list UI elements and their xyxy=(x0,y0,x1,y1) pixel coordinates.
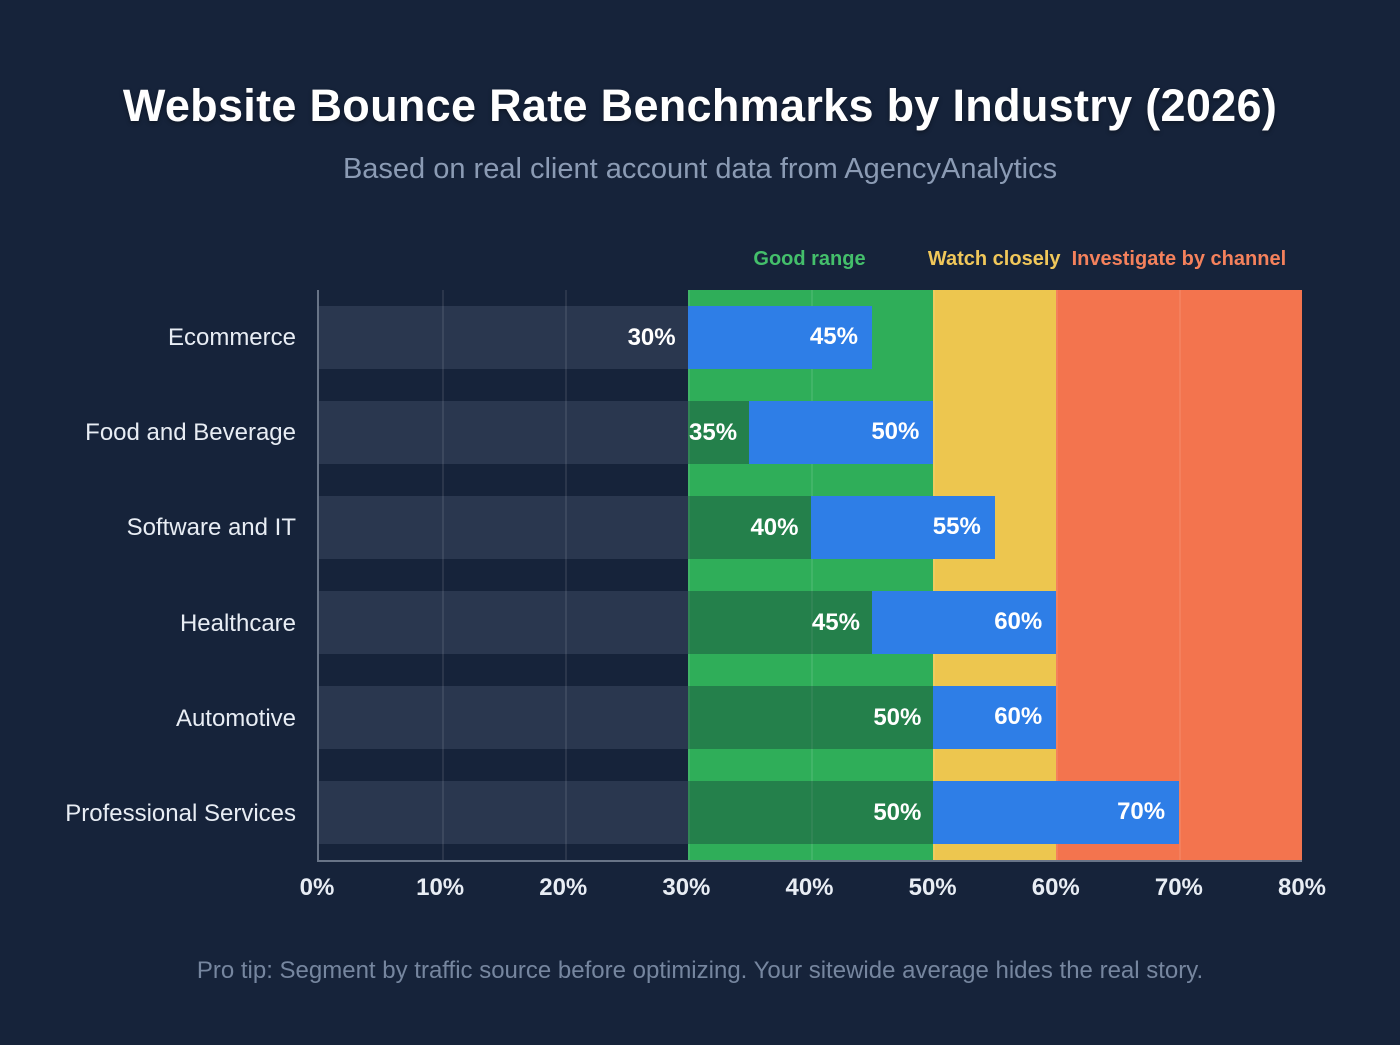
category-label: Automotive xyxy=(175,705,296,732)
plot-area: 45% 30% 50% 35% 55% 40% 60% 45% 60% 50% 70% 50% xyxy=(317,290,1302,862)
row-track-shade xyxy=(687,495,811,560)
x-tick-label: 30% xyxy=(662,874,711,901)
range-bar: 70% xyxy=(933,780,1180,845)
bar-min-label: 50% xyxy=(873,703,922,731)
gridline xyxy=(687,290,690,860)
x-tick-label: 70% xyxy=(1154,874,1203,901)
bar-max-label: 50% xyxy=(871,418,920,446)
gridline xyxy=(1179,290,1182,860)
range-bar: 50% xyxy=(749,400,934,465)
gridline xyxy=(933,290,936,860)
x-tick-label: 80% xyxy=(1277,874,1327,901)
x-tick-label: 0% xyxy=(299,874,335,901)
x-tick-label: 60% xyxy=(1031,874,1080,901)
row-track xyxy=(319,305,688,370)
category-label: Healthcare xyxy=(179,609,296,637)
category-labels: Ecommerce Food and Beverage Software and I… xyxy=(30,290,296,862)
bar-max-label: 70% xyxy=(1117,798,1166,826)
category-label: Software and IT xyxy=(126,514,296,542)
row-track-shade xyxy=(687,685,934,750)
x-tick-label: 20% xyxy=(539,874,588,901)
chart-title: Website Bounce Rate Benchmarks by Indust… xyxy=(122,80,1278,131)
category-label: Food and Beverage xyxy=(85,419,296,446)
pro-tip: Pro tip: Segment by traffic source befor… xyxy=(196,957,1204,984)
gridline xyxy=(441,290,444,860)
range-bar: 60% xyxy=(933,685,1057,750)
zone-label: Investigate by channel xyxy=(1071,248,1287,270)
row-track xyxy=(319,780,688,845)
range-bar: 60% xyxy=(871,590,1057,655)
bar-min-label: 45% xyxy=(811,608,860,636)
row-track-shade xyxy=(687,780,934,845)
zone-band xyxy=(1056,290,1302,860)
bar-min-label: 30% xyxy=(627,323,676,351)
chart-subtitle: Based on real client account data from A… xyxy=(342,153,1058,185)
gridline xyxy=(564,290,567,860)
x-tick-label: 50% xyxy=(908,874,957,901)
bar-min-label: 35% xyxy=(689,418,738,446)
row-track-shade xyxy=(687,590,872,655)
bar-max-label: 60% xyxy=(994,703,1043,731)
row-track xyxy=(319,590,688,655)
bar-max-label: 55% xyxy=(932,513,981,541)
zone-label: Watch closely xyxy=(927,248,1061,270)
x-axis-ticks: 0% 10% 20% 30% 40% 50% 60% 70% 80% xyxy=(300,874,1326,904)
bar-max-label: 60% xyxy=(994,608,1043,636)
row-track xyxy=(319,495,688,560)
range-bar: 55% xyxy=(810,495,995,560)
zone-band xyxy=(933,290,1057,860)
range-bar: 45% xyxy=(687,305,872,370)
bar-max-label: 45% xyxy=(809,323,858,351)
row-track xyxy=(319,685,688,750)
x-tick-label: 40% xyxy=(785,874,834,901)
gridline xyxy=(1056,290,1059,860)
category-label: Ecommerce xyxy=(167,323,296,351)
category-label: Professional Services xyxy=(65,800,296,828)
gridline xyxy=(810,290,813,860)
zone-label: Good range xyxy=(753,248,866,270)
zone-band xyxy=(687,290,934,860)
zone-legend: Good range Watch closely Investigate by ch… xyxy=(317,248,1302,276)
bar-min-label: 40% xyxy=(750,513,799,541)
row-track xyxy=(319,400,688,465)
bar-min-label: 50% xyxy=(873,798,922,826)
x-tick-label: 10% xyxy=(416,874,465,901)
row-track-shade xyxy=(687,400,750,465)
